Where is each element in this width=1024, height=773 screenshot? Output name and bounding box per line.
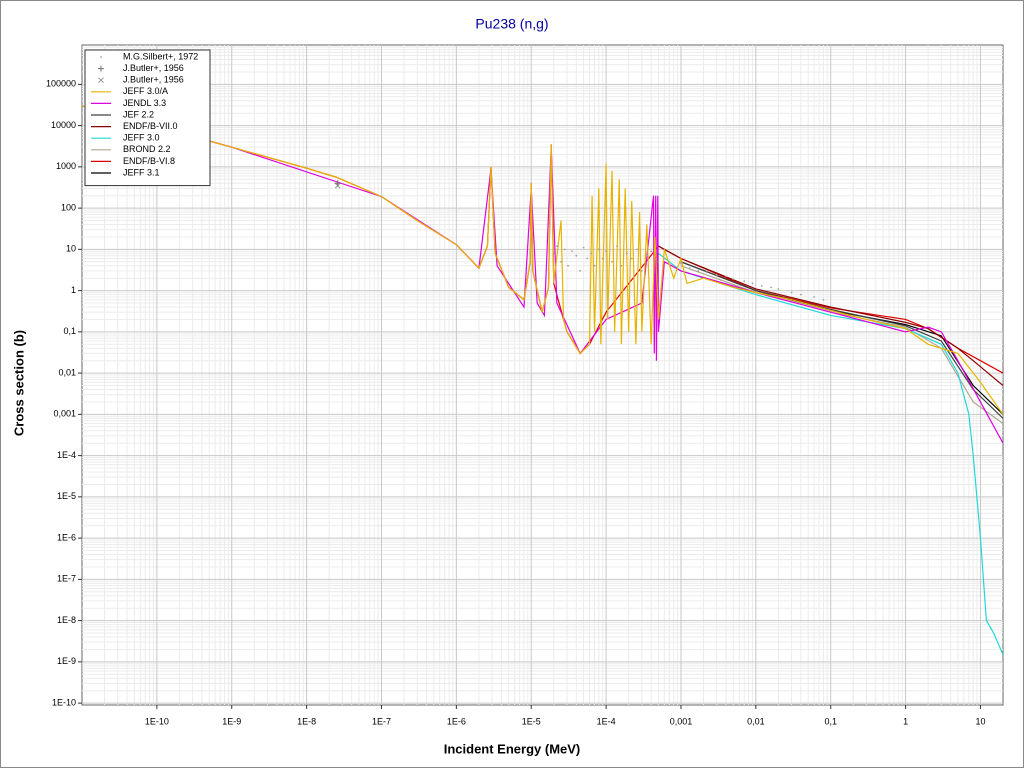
x-tick-label: 1E-5 [522,716,541,726]
series-line [658,245,1003,386]
legend-label: JEFF 3.0/A [123,86,168,96]
x-axis-title: Incident Energy (MeV) [444,741,581,756]
x-tick-label: 0,01 [747,716,765,726]
data-point [751,282,754,285]
data-point [800,293,802,296]
y-tick-label: 1E-4 [57,450,76,460]
y-tick-label: 0,01 [58,367,76,377]
legend-label: M.G.Silbert+, 1972 [123,51,198,61]
y-tick-label: 1E-5 [57,491,76,501]
y-tick-label: 1E-10 [52,697,76,707]
legend-box [84,49,211,187]
y-tick-label: 0,001 [53,409,76,419]
data-point [616,245,618,247]
legend-label: J.Butler+, 1956 [123,75,184,85]
y-tick-label: 10 [66,244,76,254]
data-point [601,257,604,260]
data-point [571,250,573,253]
data-point [640,270,643,272]
legend-label: ENDF/B-VI.8 [123,156,175,166]
series-line [658,252,1003,655]
data-point [567,264,569,267]
x-tick-label: 1E-4 [597,716,616,726]
data-point [560,260,562,263]
y-axis-title: Cross section (b) [11,330,26,436]
data-point [705,271,708,274]
legend-label: JEFF 3.0 [123,133,160,143]
data-point [715,274,718,276]
x-tick-label: 0,001 [670,716,693,726]
data-point [813,296,816,298]
x-tick-label: 1 [903,716,908,726]
data-point [579,270,582,272]
data-point [636,248,639,251]
data-point [680,262,682,265]
legend-label: JEF 2.2 [123,109,154,119]
data-point [334,180,341,187]
data-point [725,275,727,278]
legend-label: BROND 2.2 [123,144,171,154]
x-tick-label: 1E-9 [222,716,241,726]
y-tick-label: 1E-9 [57,656,76,666]
y-tick-label: 100 [61,202,76,212]
x-tick-label: 1E-7 [372,716,391,726]
data-point [743,280,746,283]
data-point [597,248,600,251]
data-point [777,288,780,290]
data-point [630,257,633,260]
data-point [688,267,691,270]
data-point [593,264,596,267]
data-point [98,77,104,84]
x-tick-label: 0,1 [824,716,837,726]
data-point [626,252,628,255]
data-point [672,264,675,267]
y-tick-label: 10000 [51,120,76,130]
data-point [645,254,648,257]
data-point [100,56,102,58]
data-point [657,260,660,263]
ticks: 1E-10 1E-9 1E-8 1E-7 1E-6 1E-5 1E-4 0,001 0,01 0,… [46,79,986,727]
data-point [611,260,613,263]
data-point [732,278,735,281]
data-point [563,248,566,251]
data-point [663,257,666,260]
x-tick-label: 1E-8 [297,716,316,726]
data-point [770,286,773,289]
data-point [590,252,592,255]
legend: M.G.Silbert+, 1972 J.Butler+, 1956 J.Butle… [84,49,211,187]
y-tick-label: 100000 [46,79,76,89]
y-tick-label: 1000 [56,161,76,171]
chart-title: Pu238 (n,g) [475,16,548,32]
data-point [760,285,763,287]
data-point [582,246,585,249]
data-point [697,270,700,272]
data-point [620,264,623,267]
y-tick-label: 1 [71,285,76,295]
y-tick-label: 1E-7 [57,574,76,584]
data-point [552,252,555,255]
data-point [650,250,653,253]
y-tick-label: 0,1 [63,326,76,336]
x-tick-label: 10 [975,716,985,726]
data-point [605,250,608,253]
data-point [822,298,825,301]
data-point [790,291,793,294]
y-tick-label: 1E-6 [57,532,76,542]
data-point [555,245,558,247]
legend-label: J.Butler+, 1956 [123,63,184,73]
x-tick-label: 1E-6 [447,716,466,726]
legend-label: ENDF/B-VII.0 [123,121,178,131]
series-line [82,105,1003,415]
data-point [575,254,578,257]
data-point [586,257,589,260]
y-tick-label: 1E-8 [57,615,76,625]
grid [82,45,1003,705]
lines [82,105,1003,655]
legend-label: JENDL 3.3 [123,98,166,108]
x-tick-label: 1E-10 [145,716,169,726]
data-point [98,65,104,72]
legend-label: JEFF 3.1 [123,167,160,177]
